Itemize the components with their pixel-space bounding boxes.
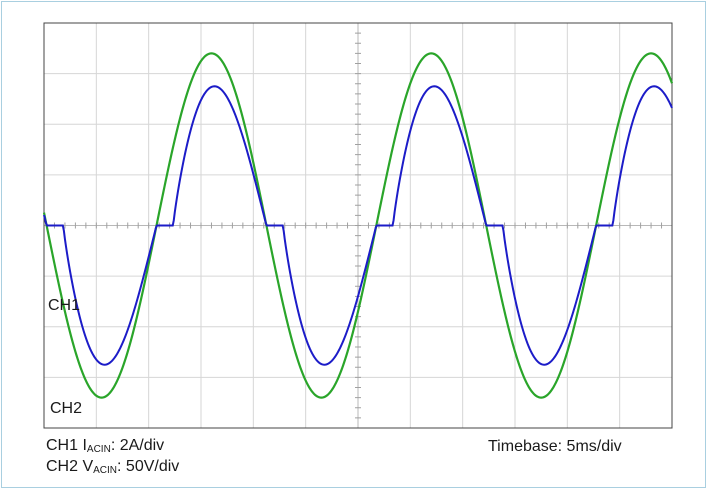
ch2-voltage-trace <box>42 52 674 399</box>
ch2-caption-scale: : 50V/div <box>117 458 180 475</box>
ch2-caption-subscript: ACIN <box>93 465 118 476</box>
plot-border <box>43 22 673 429</box>
timebase-caption: Timebase: 5ms/div <box>488 438 622 455</box>
ch1-caption-scale: : 2A/div <box>110 437 165 454</box>
ch1-scale-caption: CH1 IACIN: 2A/div <box>46 437 164 455</box>
ch1-caption-prefix: CH1 I <box>46 437 87 454</box>
ch1-caption-subscript: ACIN <box>86 444 111 455</box>
ch2-trace-label: CH2 <box>50 400 83 417</box>
ch1-current-trace <box>43 85 673 366</box>
ch2-scale-caption: CH2 VACIN: 50V/div <box>46 458 179 476</box>
ch2-caption-prefix: CH2 V <box>46 458 94 475</box>
ch1-trace-label: CH1 <box>48 297 81 314</box>
